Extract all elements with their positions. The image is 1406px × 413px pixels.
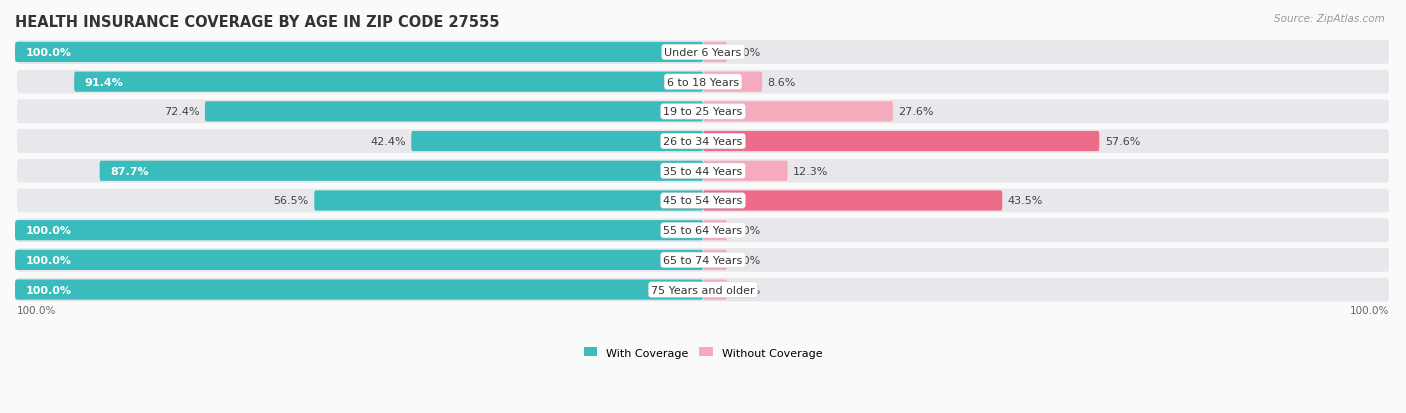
FancyBboxPatch shape	[703, 221, 727, 241]
Text: 19 to 25 Years: 19 to 25 Years	[664, 107, 742, 117]
FancyBboxPatch shape	[100, 161, 703, 181]
Text: 6 to 18 Years: 6 to 18 Years	[666, 78, 740, 88]
Text: 75 Years and older: 75 Years and older	[651, 285, 755, 295]
FancyBboxPatch shape	[412, 132, 703, 152]
Text: 42.4%: 42.4%	[370, 137, 406, 147]
FancyBboxPatch shape	[17, 130, 1389, 154]
FancyBboxPatch shape	[703, 132, 1099, 152]
Text: 12.3%: 12.3%	[793, 166, 828, 176]
FancyBboxPatch shape	[17, 41, 1389, 65]
FancyBboxPatch shape	[17, 189, 1389, 213]
FancyBboxPatch shape	[703, 250, 727, 271]
FancyBboxPatch shape	[15, 280, 703, 300]
Text: 55 to 64 Years: 55 to 64 Years	[664, 225, 742, 235]
Text: 72.4%: 72.4%	[163, 107, 200, 117]
FancyBboxPatch shape	[15, 250, 703, 271]
FancyBboxPatch shape	[15, 221, 703, 241]
Text: HEALTH INSURANCE COVERAGE BY AGE IN ZIP CODE 27555: HEALTH INSURANCE COVERAGE BY AGE IN ZIP …	[15, 15, 499, 30]
FancyBboxPatch shape	[205, 102, 703, 122]
FancyBboxPatch shape	[17, 71, 1389, 94]
Text: 0.0%: 0.0%	[733, 225, 761, 235]
FancyBboxPatch shape	[703, 191, 1002, 211]
Text: 100.0%: 100.0%	[1350, 305, 1389, 315]
FancyBboxPatch shape	[703, 161, 787, 181]
Text: 35 to 44 Years: 35 to 44 Years	[664, 166, 742, 176]
Text: 0.0%: 0.0%	[733, 285, 761, 295]
Text: 56.5%: 56.5%	[274, 196, 309, 206]
Text: 87.7%: 87.7%	[110, 166, 149, 176]
Text: 100.0%: 100.0%	[25, 225, 72, 235]
FancyBboxPatch shape	[15, 43, 703, 63]
FancyBboxPatch shape	[17, 248, 1389, 272]
Text: 0.0%: 0.0%	[733, 255, 761, 265]
Text: 100.0%: 100.0%	[25, 285, 72, 295]
Text: 91.4%: 91.4%	[84, 78, 124, 88]
FancyBboxPatch shape	[17, 278, 1389, 302]
Text: Under 6 Years: Under 6 Years	[665, 48, 741, 58]
FancyBboxPatch shape	[17, 219, 1389, 242]
Text: 57.6%: 57.6%	[1105, 137, 1140, 147]
Text: 100.0%: 100.0%	[17, 305, 56, 315]
Text: Source: ZipAtlas.com: Source: ZipAtlas.com	[1274, 14, 1385, 24]
Text: 8.6%: 8.6%	[768, 78, 796, 88]
FancyBboxPatch shape	[17, 159, 1389, 183]
Text: 27.6%: 27.6%	[898, 107, 934, 117]
Text: 0.0%: 0.0%	[733, 48, 761, 58]
FancyBboxPatch shape	[703, 102, 893, 122]
Legend: With Coverage, Without Coverage: With Coverage, Without Coverage	[583, 348, 823, 358]
Text: 100.0%: 100.0%	[25, 255, 72, 265]
FancyBboxPatch shape	[315, 191, 703, 211]
Text: 100.0%: 100.0%	[25, 48, 72, 58]
Text: 26 to 34 Years: 26 to 34 Years	[664, 137, 742, 147]
Text: 45 to 54 Years: 45 to 54 Years	[664, 196, 742, 206]
FancyBboxPatch shape	[17, 100, 1389, 124]
FancyBboxPatch shape	[703, 280, 727, 300]
FancyBboxPatch shape	[75, 72, 703, 93]
Text: 65 to 74 Years: 65 to 74 Years	[664, 255, 742, 265]
FancyBboxPatch shape	[703, 72, 762, 93]
FancyBboxPatch shape	[703, 43, 727, 63]
Text: 43.5%: 43.5%	[1008, 196, 1043, 206]
